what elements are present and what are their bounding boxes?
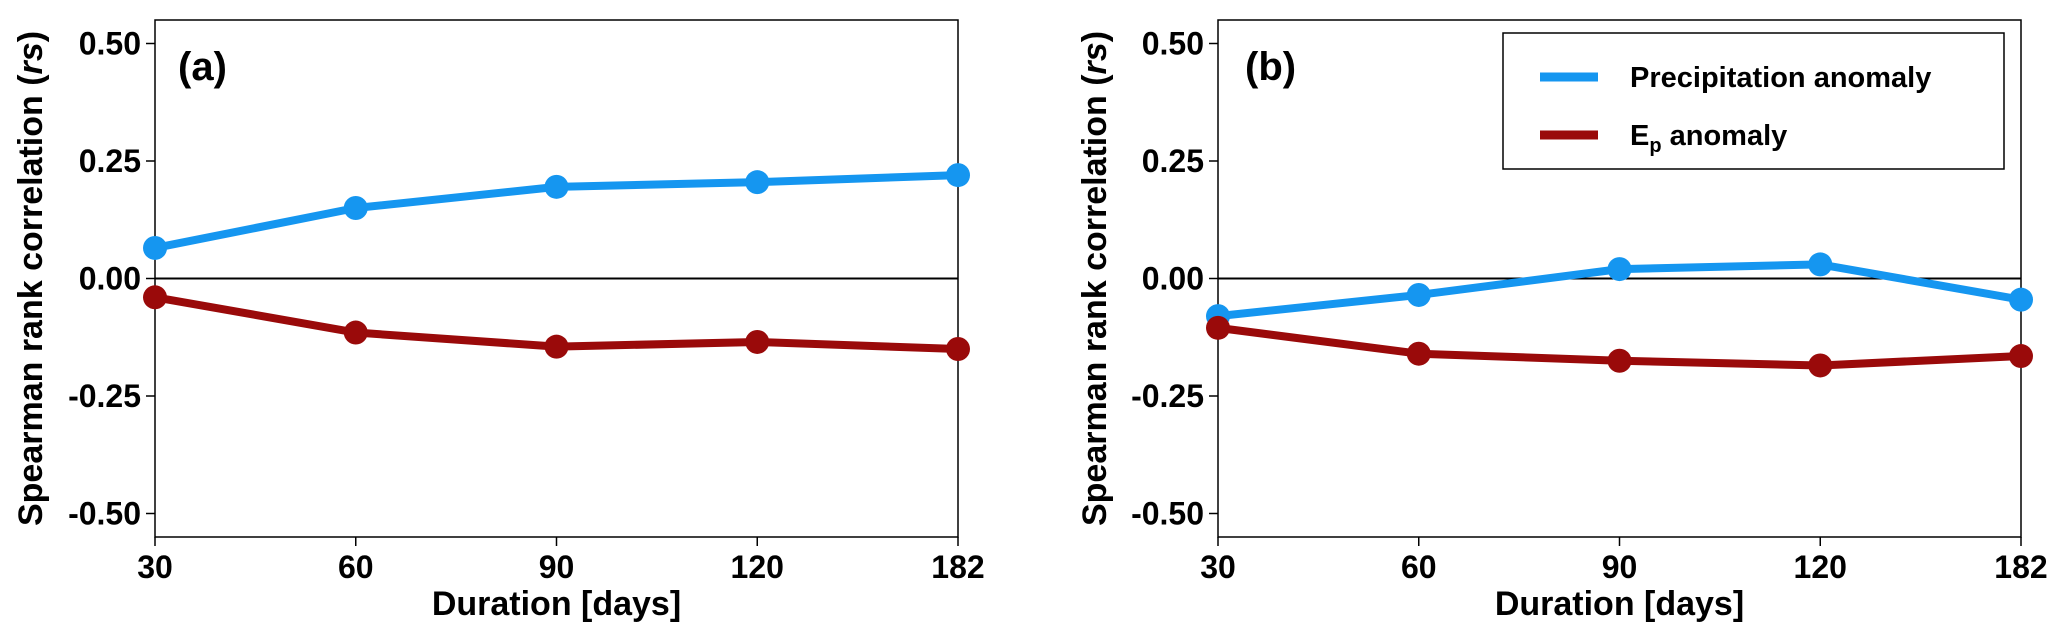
legend-label-ep: Ep anomaly: [1630, 120, 1787, 157]
data-point: [2009, 344, 2033, 369]
y-tick-label: -0.25: [68, 378, 141, 414]
x-tick-label: 30: [1200, 549, 1236, 585]
data-point: [2009, 287, 2033, 312]
x-tick-label: 60: [1401, 549, 1437, 585]
data-point: [143, 235, 167, 260]
data-point: [343, 320, 368, 345]
data-point: [745, 170, 770, 195]
y-axis-label-end: ): [12, 31, 50, 42]
y-axis-label-italic: rs: [12, 42, 50, 74]
x-tick-label: 60: [338, 549, 374, 585]
y-tick-label: 0.50: [1142, 26, 1204, 62]
x-tick-label: 90: [539, 549, 575, 585]
panel-label: (b): [1245, 45, 1296, 89]
data-point: [1607, 257, 1632, 282]
panel-b: 0.500.250.00-0.25-0.50 30 60 90 120 182 (b) …: [1076, 19, 2048, 623]
x-ticks: 30 60 90 120 182: [1200, 537, 2048, 585]
x-tick-label: 182: [1994, 549, 2047, 585]
data-point: [1808, 252, 1833, 277]
data-point: [544, 174, 569, 199]
legend-label-ep-main: E: [1630, 120, 1649, 152]
y-axis-label: Spearman rank correlation (rs): [12, 31, 50, 526]
y-tick-label: 0.50: [79, 26, 141, 62]
panel-a: 0.500.250.00-0.25-0.50 30 60 90 120 182 (a) …: [12, 19, 985, 623]
series-group: [143, 163, 970, 361]
data-point: [946, 163, 970, 188]
y-tick-label: 0.25: [1142, 143, 1204, 179]
x-tick-label: 90: [1602, 549, 1638, 585]
y-tick-label: -0.25: [1131, 378, 1204, 414]
y-tick-label: 0.25: [79, 143, 141, 179]
data-point: [946, 337, 970, 361]
legend-box: [1502, 32, 2005, 170]
series-group: [1206, 252, 2033, 378]
data-point: [143, 285, 167, 310]
y-axis-label-italic: rs: [1076, 42, 1114, 74]
x-tick-label: 120: [1794, 549, 1847, 585]
x-tick-label: 30: [137, 549, 173, 585]
y-tick-label: -0.50: [68, 496, 141, 532]
data-point: [343, 196, 368, 220]
data-point: [1406, 341, 1431, 366]
panel-label: (a): [178, 45, 227, 89]
legend: Precipitation anomaly Ep anomaly: [1502, 32, 2005, 170]
x-axis-label: Duration [days]: [432, 585, 681, 623]
data-point: [544, 334, 569, 359]
x-tick-label: 182: [931, 549, 984, 585]
y-ticks: 0.50 0.25 0.00 -0.25 -0.50: [1131, 26, 1218, 532]
data-point: [745, 329, 770, 354]
legend-label-ep-sub: p: [1649, 135, 1661, 157]
y-axis-label-main: Spearman rank correlation (: [12, 74, 50, 526]
data-point: [1206, 315, 1230, 340]
y-tick-label: 0.00: [79, 261, 141, 297]
y-axis-label: Spearman rank correlation (rs): [1076, 31, 1114, 526]
data-point: [1607, 348, 1632, 373]
x-tick-label: 120: [731, 549, 784, 585]
y-axis-label-end: ): [1076, 31, 1114, 42]
y-tick-label: -0.50: [1131, 496, 1204, 532]
y-tick-label: 0.00: [1142, 261, 1204, 297]
data-point: [1808, 353, 1833, 378]
legend-label-ep-rest: anomaly: [1662, 120, 1788, 152]
data-point: [1406, 282, 1431, 307]
x-ticks: 30 60 90 120 182: [137, 537, 985, 585]
y-axis-label-main: Spearman rank correlation (: [1076, 74, 1114, 526]
y-ticks: 0.50 0.25 0.00 -0.25 -0.50: [68, 26, 155, 532]
x-axis-label: Duration [days]: [1495, 585, 1744, 623]
legend-label-precipitation: Precipitation anomaly: [1630, 62, 1931, 94]
